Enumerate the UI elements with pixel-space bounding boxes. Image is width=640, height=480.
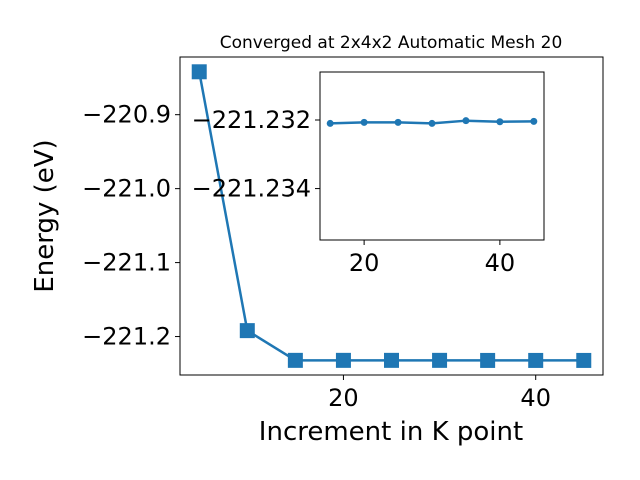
inset-data-point — [326, 119, 334, 127]
inset-data-point — [462, 117, 470, 125]
main-x-ticks: 20 40 — [328, 375, 551, 412]
main-axes: −221.2−221.1−221.0−220.9 20 40 — [82, 56, 604, 412]
inset-plot-area — [326, 117, 538, 127]
inset-data-point — [360, 118, 368, 126]
inset-data-point — [496, 118, 504, 126]
main-axes-frame — [179, 56, 604, 376]
main-y-tick-label: −221.1 — [82, 249, 171, 277]
main-data-point — [432, 352, 448, 368]
main-data-point — [576, 352, 592, 368]
main-data-point — [287, 352, 303, 368]
chart-title: Converged at 2x4x2 Automatic Mesh 20 — [220, 33, 563, 53]
inset-data-point — [394, 118, 402, 126]
main-data-point — [335, 352, 351, 368]
inset-x-tick-label: 20 — [349, 249, 380, 277]
main-data-point — [384, 352, 399, 368]
inset-x-tick-label: 40 — [485, 249, 516, 277]
main-y-tick-label: −221.0 — [82, 175, 171, 203]
inset-y-tick-label: −221.232 — [192, 106, 311, 134]
inset-y-tick-label: −221.234 — [192, 175, 311, 203]
main-x-tick-label: 20 — [328, 384, 359, 412]
main-data-point — [191, 64, 207, 80]
main-data-point — [480, 352, 496, 368]
inset-data-point — [428, 119, 436, 127]
main-data-point — [239, 323, 255, 339]
inset-data-point — [530, 117, 538, 125]
y-axis-label: Energy (eV) — [30, 139, 60, 292]
inset-axes: −221.234−221.232 20 40 — [192, 71, 545, 277]
inset-y-ticks: −221.234 −221.232 — [192, 106, 320, 203]
inset-x-ticks: 20 40 — [349, 240, 515, 277]
x-axis-label: Increment in K point — [259, 417, 523, 447]
main-y-ticks: −221.2 −221.1 −221.0 −220.9 — [82, 101, 180, 351]
main-data-point — [528, 352, 544, 368]
inset-axes-frame — [319, 71, 545, 241]
main-y-tick-label: −220.9 — [82, 101, 171, 129]
inset-background — [320, 72, 544, 240]
main-plot-area — [191, 64, 592, 368]
main-x-tick-label: 40 — [520, 384, 551, 412]
main-y-tick-label: −221.2 — [82, 323, 171, 351]
